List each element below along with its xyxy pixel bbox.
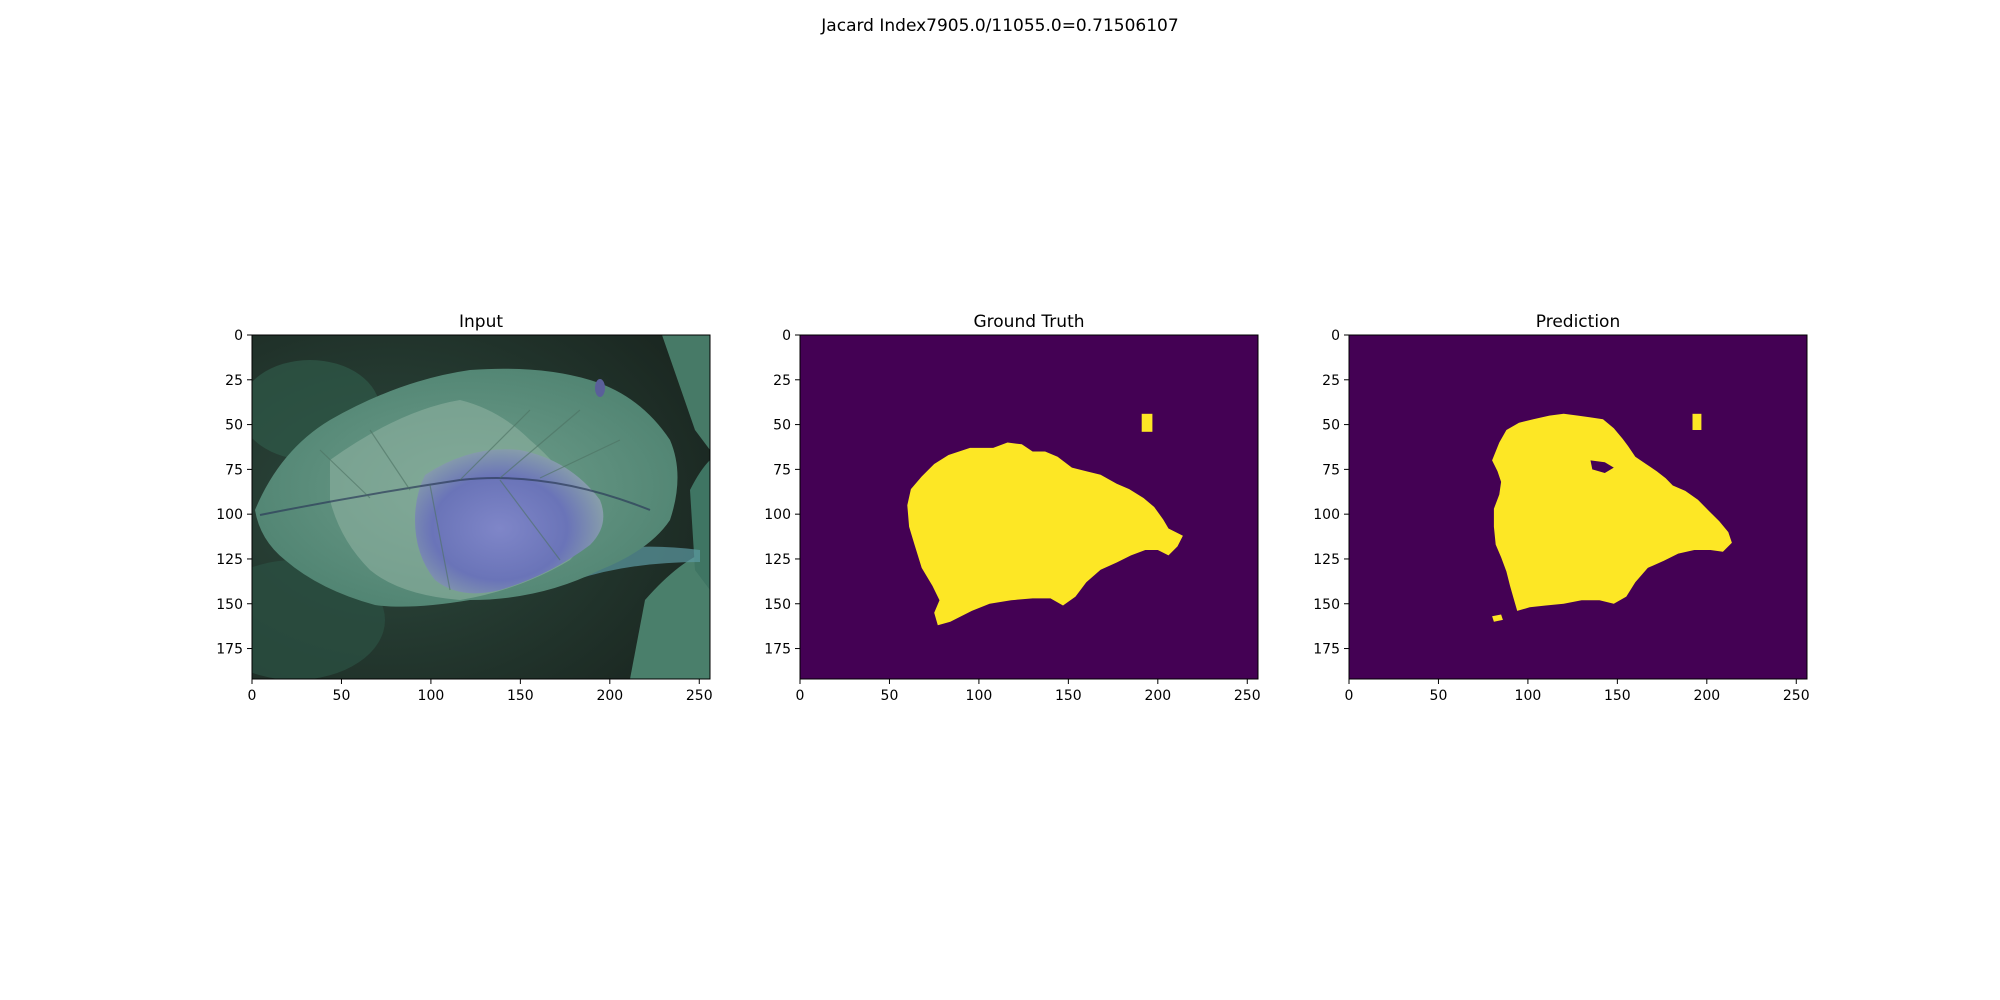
y-tick-label: 50 <box>225 418 243 434</box>
x-tick-label: 0 <box>1345 688 1354 704</box>
x-tick-label: 150 <box>1604 688 1631 704</box>
lesion-hole <box>1590 460 1614 473</box>
y-tick-label: 0 <box>234 328 243 344</box>
y-tick-label: 175 <box>764 642 791 658</box>
x-tick-label: 50 <box>333 688 351 704</box>
y-tick-label: 175 <box>216 642 243 658</box>
y-tick-label: 100 <box>216 507 243 523</box>
x-tick-label: 0 <box>248 688 257 704</box>
y-tick-label: 150 <box>216 597 243 613</box>
y-tick-label: 25 <box>225 373 243 389</box>
y-tick-label: 150 <box>1313 597 1340 613</box>
x-tick-label: 250 <box>1783 688 1810 704</box>
x-tick-label: 250 <box>686 688 713 704</box>
x-tick-label: 100 <box>966 688 993 704</box>
y-tick-label: 75 <box>1322 462 1340 478</box>
y-tick-label: 50 <box>1322 418 1340 434</box>
y-tick-label: 0 <box>782 328 791 344</box>
x-tick-label: 50 <box>1430 688 1448 704</box>
y-tick-label: 25 <box>1322 373 1340 389</box>
x-tick-label: 150 <box>507 688 534 704</box>
x-tick-label: 100 <box>1515 688 1542 704</box>
y-tick-label: 125 <box>1313 552 1340 568</box>
lesion-region <box>907 442 1183 626</box>
x-tick-label: 0 <box>796 688 805 704</box>
ground-truth-panel: Ground Truth 0 50 100 150 200 250 0 25 50 75 100 12… <box>764 312 1261 704</box>
panel-title-prediction: Prediction <box>1536 312 1620 332</box>
y-tick-label: 100 <box>1313 507 1340 523</box>
x-tick-label: 150 <box>1055 688 1082 704</box>
input-panel: Input 0 50 100 150 200 250 0 25 50 75 100 125 150 175 <box>216 312 713 704</box>
figure-suptitle: Jacard Index7905.0/11055.0=0.71506107 <box>821 16 1179 36</box>
y-tick-label: 75 <box>225 462 243 478</box>
lesion-spot <box>1692 413 1702 430</box>
x-tick-label: 250 <box>1234 688 1261 704</box>
y-tick-label: 125 <box>764 552 791 568</box>
x-tick-label: 200 <box>1144 688 1171 704</box>
x-tick-label: 100 <box>418 688 445 704</box>
lesion-spot <box>1141 413 1153 432</box>
lesion-region <box>1492 413 1732 611</box>
y-tick-label: 175 <box>1313 642 1340 658</box>
input-image <box>252 335 710 679</box>
y-tick-label: 75 <box>773 462 791 478</box>
x-tick-label: 200 <box>596 688 623 704</box>
y-tick-label: 150 <box>764 597 791 613</box>
y-tick-label: 25 <box>773 373 791 389</box>
panel-title-ground-truth: Ground Truth <box>973 312 1084 332</box>
y-tick-label: 0 <box>1331 328 1340 344</box>
lesion-spot <box>1492 614 1503 622</box>
panel-title-input: Input <box>459 312 503 332</box>
y-tick-label: 50 <box>773 418 791 434</box>
x-tick-label: 50 <box>881 688 899 704</box>
prediction-panel: Prediction 0 50 100 150 200 250 0 25 50 75 100 125 1… <box>1313 312 1810 704</box>
x-tick-label: 200 <box>1693 688 1720 704</box>
y-tick-label: 100 <box>764 507 791 523</box>
y-tick-label: 125 <box>216 552 243 568</box>
